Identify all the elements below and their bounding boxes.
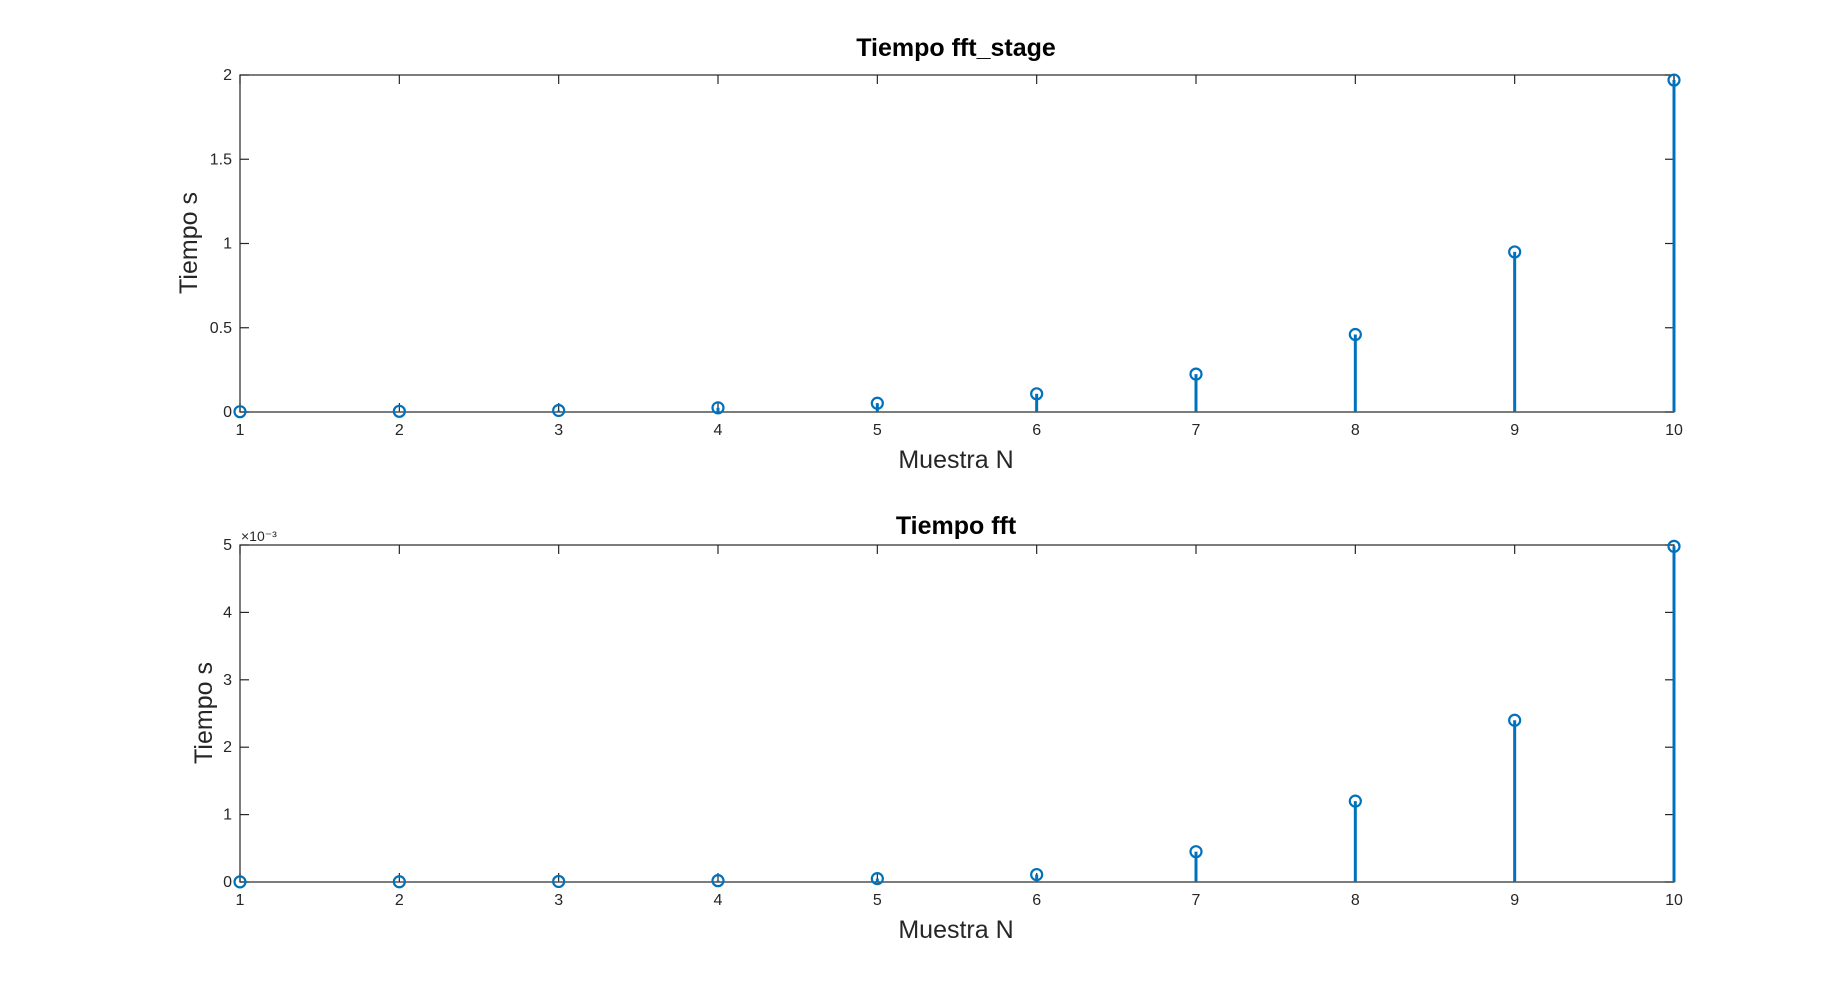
x-tick-label: 7 xyxy=(1192,422,1201,439)
x-tick-label: 6 xyxy=(1032,422,1041,439)
y-ticks: 0 0.5 1 1.5 2 xyxy=(210,67,1674,421)
x-tick-label: 3 xyxy=(554,892,563,909)
y-tick-label: 1 xyxy=(223,807,232,824)
y-ticks: 0 1 2 3 4 5 xyxy=(223,537,1674,891)
stem-marker xyxy=(1667,539,1681,553)
x-tick-label: 6 xyxy=(1032,892,1041,909)
stem-marker xyxy=(711,874,725,888)
stem-series xyxy=(233,539,1681,889)
y-axis-label: Tiempo s xyxy=(190,662,218,764)
x-tick-label: 4 xyxy=(714,422,723,439)
x-tick-label: 5 xyxy=(873,892,882,909)
stem-marker xyxy=(392,404,406,418)
y-tick-label: 2 xyxy=(223,67,232,84)
x-tick-label: 9 xyxy=(1510,892,1519,909)
x-tick-label: 4 xyxy=(714,892,723,909)
stem-marker xyxy=(711,401,725,415)
x-axis-label: Muestra N xyxy=(898,916,1013,944)
x-tick-label: 8 xyxy=(1351,422,1360,439)
y-tick-label: 1 xyxy=(223,236,232,253)
y-tick-label: 0 xyxy=(223,874,232,891)
x-tick-label: 2 xyxy=(395,892,404,909)
stem-series xyxy=(233,73,1681,419)
stem-marker xyxy=(392,875,406,889)
stem-marker xyxy=(870,396,884,410)
x-tick-label: 8 xyxy=(1351,892,1360,909)
y-tick-label: 4 xyxy=(223,604,232,621)
y-tick-label: 2 xyxy=(223,739,232,756)
x-tick-label: 5 xyxy=(873,422,882,439)
x-tick-label: 1 xyxy=(236,422,245,439)
y-tick-label: 5 xyxy=(223,537,232,554)
y-exponent-label: ×10⁻³ xyxy=(241,528,277,544)
chart-title: Tiempo fft xyxy=(896,512,1017,540)
stem-marker xyxy=(1189,367,1203,381)
x-tick-label: 7 xyxy=(1192,892,1201,909)
x-tick-label: 2 xyxy=(395,422,404,439)
stem-marker xyxy=(1030,387,1044,401)
stem-marker xyxy=(870,872,884,886)
x-tick-label: 9 xyxy=(1510,422,1519,439)
axes-box xyxy=(239,74,1675,413)
y-tick-label: 1.5 xyxy=(210,151,232,168)
stem-marker xyxy=(1030,867,1044,882)
stem-marker xyxy=(1189,845,1203,859)
stem-marker xyxy=(233,875,247,889)
y-tick-label: 3 xyxy=(223,672,232,689)
subplot-fft-stage: Tiempo fft_stage 0 0.5 1 1.5 2 1 2 3 4 5 6 7 8 9 10 M… xyxy=(175,34,1683,474)
x-tick-label: 10 xyxy=(1665,892,1683,909)
y-tick-label: 0.5 xyxy=(210,320,232,337)
x-tick-label: 10 xyxy=(1665,422,1683,439)
stem-marker xyxy=(233,405,247,419)
stem-marker xyxy=(1348,794,1362,808)
x-ticks: 1 2 3 4 5 6 7 8 9 10 xyxy=(236,545,1683,909)
x-tick-label: 1 xyxy=(236,892,245,909)
stem-marker xyxy=(552,403,566,418)
stem-marker xyxy=(1508,713,1522,727)
y-axis-label: Tiempo s xyxy=(175,192,203,294)
stem-marker xyxy=(1508,245,1522,259)
stem-marker xyxy=(552,874,566,889)
stem-marker xyxy=(1667,73,1681,87)
x-tick-label: 3 xyxy=(554,422,563,439)
chart-title: Tiempo fft_stage xyxy=(856,34,1056,62)
stem-marker xyxy=(1348,327,1362,342)
x-axis-label: Muestra N xyxy=(898,446,1013,474)
axes-box xyxy=(239,544,1675,883)
y-tick-label: 0 xyxy=(223,404,232,421)
